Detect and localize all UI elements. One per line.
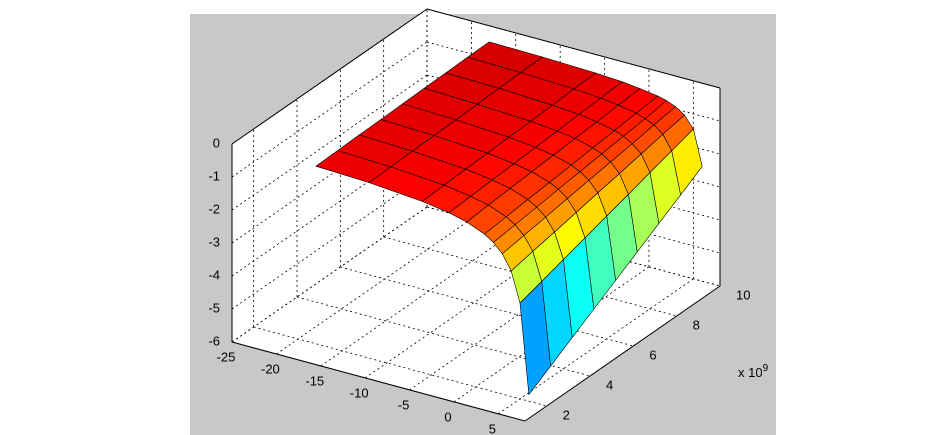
multiplier-exponent: 9 [763, 363, 769, 374]
x-tick-label: -15 [305, 373, 324, 388]
z-tick-label: 0 [213, 135, 220, 150]
z-tick-label: -4 [208, 267, 220, 282]
surface-patch [519, 281, 551, 395]
y-tick-label: 8 [693, 317, 700, 332]
y-tick-label: 10 [736, 287, 750, 302]
grid-line [253, 326, 547, 407]
z-tick-label: -3 [208, 234, 220, 249]
y-tick-label: 4 [606, 377, 613, 392]
grid-line [340, 266, 634, 347]
y-tick-label: 2 [563, 407, 570, 422]
axis-multiplier: x 109 [738, 363, 769, 381]
x-tick-label: -5 [398, 397, 410, 412]
x-tick-label: -25 [217, 349, 236, 364]
x-tick-label: 0 [444, 409, 451, 424]
z-tick-label: -1 [208, 168, 220, 183]
axis-line [426, 8, 721, 89]
axis-line [231, 341, 526, 422]
x-tick-label: -10 [350, 385, 369, 400]
z-tick-label: -5 [208, 300, 220, 315]
x-tick-label: 5 [489, 421, 496, 435]
z-tick-label: -2 [208, 201, 220, 216]
grid-line [296, 296, 591, 377]
z-tick-label: -6 [208, 333, 220, 348]
axis-line [524, 285, 721, 422]
x-tick-label: -20 [261, 361, 280, 376]
y-tick-label: 6 [649, 347, 656, 362]
multiplier-base: x 10 [738, 365, 763, 380]
axis-line [231, 8, 428, 145]
